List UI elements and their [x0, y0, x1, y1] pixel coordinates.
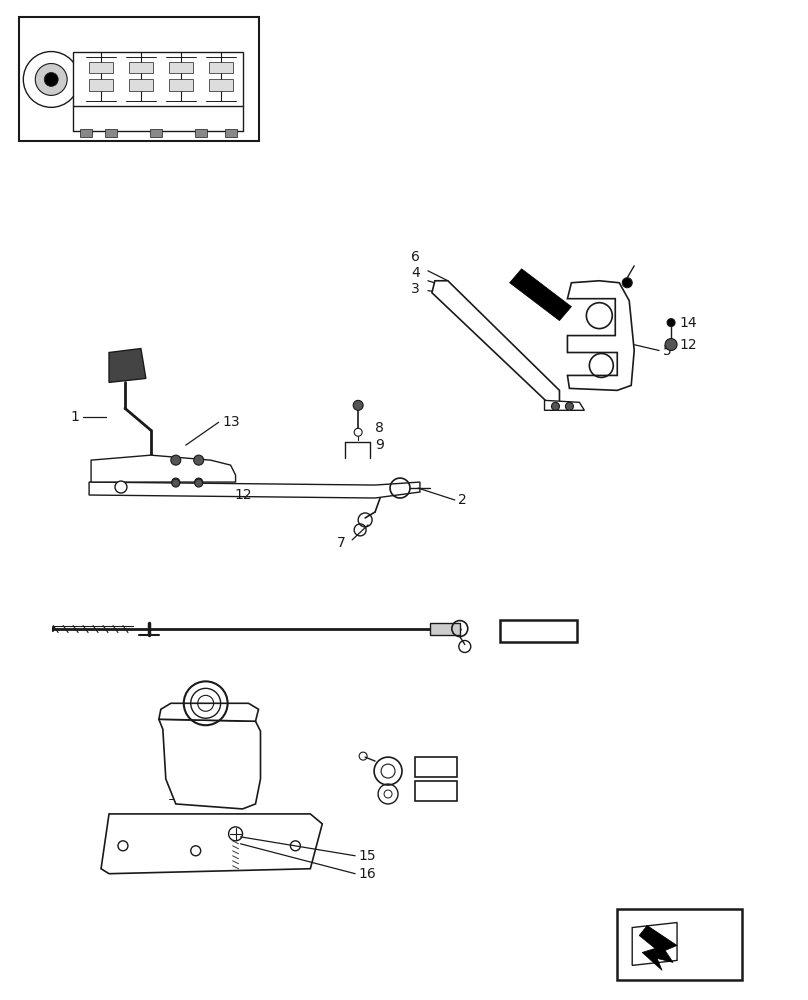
Bar: [19, 17, 259, 141]
Circle shape: [170, 455, 181, 465]
Bar: [89, 62, 113, 73]
Polygon shape: [91, 455, 236, 482]
Bar: [208, 79, 233, 91]
Text: 1.26.2: 1.26.2: [518, 624, 559, 637]
Circle shape: [194, 455, 204, 465]
Circle shape: [172, 478, 179, 486]
Circle shape: [622, 278, 632, 288]
Circle shape: [195, 479, 203, 487]
Text: 10: 10: [428, 784, 444, 797]
Text: 7: 7: [336, 536, 345, 550]
Bar: [80, 129, 92, 137]
Polygon shape: [432, 281, 559, 402]
Text: 8: 8: [375, 421, 384, 435]
Polygon shape: [159, 719, 260, 809]
Bar: [89, 79, 113, 91]
Polygon shape: [159, 703, 259, 721]
Bar: [105, 129, 117, 137]
Text: 11: 11: [428, 761, 444, 774]
Bar: [74, 52, 242, 106]
Circle shape: [665, 339, 677, 351]
Bar: [208, 62, 233, 73]
Bar: [169, 62, 193, 73]
Polygon shape: [109, 349, 146, 382]
Polygon shape: [101, 814, 322, 874]
Bar: [195, 129, 207, 137]
Polygon shape: [510, 269, 571, 321]
Text: 15: 15: [358, 849, 376, 863]
Circle shape: [115, 481, 127, 493]
Text: 1: 1: [70, 410, 79, 424]
Bar: [129, 62, 153, 73]
Circle shape: [195, 478, 203, 486]
Bar: [415, 781, 457, 801]
Text: 6: 6: [411, 250, 420, 264]
Polygon shape: [89, 482, 420, 498]
Bar: [129, 79, 153, 91]
Circle shape: [353, 400, 363, 410]
Circle shape: [566, 402, 574, 410]
Text: 3: 3: [411, 282, 420, 296]
Polygon shape: [567, 281, 634, 390]
Text: 13: 13: [223, 415, 240, 429]
Polygon shape: [639, 926, 677, 970]
Bar: [430, 623, 460, 635]
Text: 14: 14: [679, 316, 696, 330]
Circle shape: [354, 428, 362, 436]
Circle shape: [36, 64, 67, 95]
Bar: [169, 79, 193, 91]
Text: 2: 2: [458, 493, 466, 507]
Text: 12: 12: [679, 338, 696, 352]
Text: 12: 12: [234, 488, 252, 502]
Circle shape: [44, 72, 58, 86]
Text: 9: 9: [375, 438, 384, 452]
Bar: [499, 620, 578, 642]
Bar: [415, 757, 457, 777]
Circle shape: [667, 319, 675, 327]
Bar: [617, 909, 742, 980]
Bar: [225, 129, 237, 137]
Polygon shape: [545, 400, 584, 410]
Circle shape: [172, 479, 179, 487]
Circle shape: [23, 52, 79, 107]
Text: 16: 16: [358, 867, 376, 881]
Text: 4: 4: [411, 266, 420, 280]
Circle shape: [552, 402, 559, 410]
Text: 5: 5: [663, 344, 672, 358]
Polygon shape: [632, 923, 677, 965]
Bar: [149, 129, 162, 137]
